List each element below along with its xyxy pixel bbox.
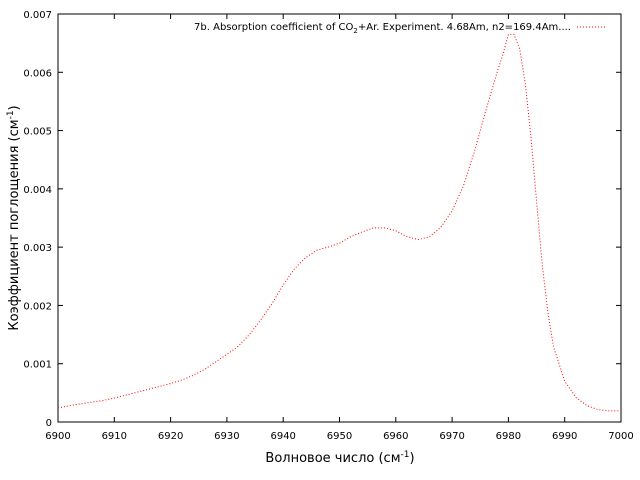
y-tick-label: 0	[46, 418, 52, 429]
x-tick-label: 6970	[439, 431, 464, 442]
legend-label: 7b. Absorption coefficient of CO2+Ar. Ex…	[194, 22, 571, 35]
x-tick-label: 6900	[45, 431, 70, 442]
x-axis-label-sup: -1	[401, 450, 410, 460]
x-tick-label: 6990	[552, 431, 577, 442]
x-tick-label: 6920	[158, 431, 183, 442]
x-tick-label: 6960	[383, 431, 408, 442]
y-tick-label: 0.005	[23, 127, 52, 138]
y-tick-label: 0.006	[23, 68, 52, 79]
tick-labels: 6900 6910 6920 6930 6940 6950 6960 6970 6980 6990…	[23, 10, 633, 442]
series-group	[57, 33, 621, 412]
legend-label-suffix: +Ar. Experiment. 4.68Am, n2=169.4Am....	[358, 22, 571, 33]
y-tick-label: 0.003	[23, 243, 52, 254]
legend-label-prefix: 7b. Absorption coefficient of CO	[194, 22, 353, 33]
x-tick-label: 6930	[214, 431, 239, 442]
y-tick-label: 0.004	[23, 185, 52, 196]
legend: 7b. Absorption coefficient of CO2+Ar. Ex…	[194, 22, 607, 35]
x-axis-label-text: Волновое число (см	[265, 451, 400, 466]
x-tick-label: 6910	[102, 431, 127, 442]
axis-ticks	[57, 13, 622, 423]
series-line	[57, 33, 621, 412]
x-tick-label: 6980	[496, 431, 521, 442]
y-tick-label: 0.007	[23, 10, 52, 21]
x-tick-label: 6950	[327, 431, 352, 442]
y-axis-label-text: Коэффициент поглощения (см	[7, 119, 22, 330]
y-tick-label: 0.001	[23, 360, 52, 371]
plot-frame	[57, 13, 622, 423]
x-tick-label: 6940	[270, 431, 295, 442]
x-tick-label: 7000	[608, 431, 633, 442]
x-axis-label: Волновое число (см-1)	[265, 450, 414, 466]
legend-label-subscript: 2	[353, 27, 357, 35]
y-axis-label: Коэффициент поглощения (см-1)	[6, 105, 22, 330]
y-axis-label-end: )	[7, 105, 22, 110]
x-axis-label-end: )	[409, 451, 414, 466]
y-tick-label: 0.002	[23, 301, 52, 312]
y-axis-label-sup: -1	[6, 110, 16, 119]
